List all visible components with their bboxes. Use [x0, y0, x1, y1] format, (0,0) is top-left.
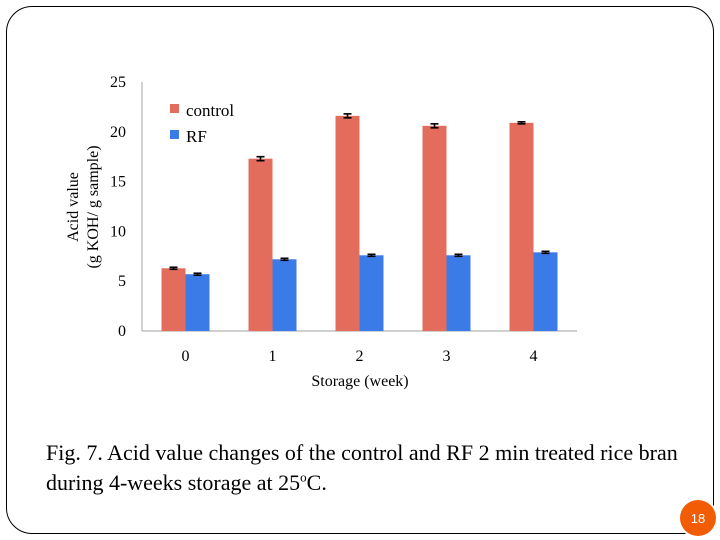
y-axis-ticks: 0 5 10 15 20 25 [110, 74, 126, 340]
legend-swatch-rf [170, 130, 179, 139]
bar-control-week-4 [509, 122, 534, 331]
bar-rf-week-0 [185, 274, 210, 331]
y-tick-label: 25 [110, 74, 126, 91]
y-tick-label: 15 [110, 174, 126, 191]
bar-marks [161, 113, 558, 331]
bar-control-week-3 [422, 125, 447, 331]
x-axis-ticks: 0 1 2 3 4 [182, 348, 538, 365]
bar-control-week-0 [161, 268, 186, 331]
legend-swatch-control [170, 104, 179, 113]
bar-rf-week-4 [533, 252, 558, 331]
x-tick-label: 1 [269, 348, 277, 365]
bar-control-week-2 [335, 115, 360, 331]
caption-text-end: C. [306, 470, 327, 495]
page-number: 18 [690, 510, 706, 526]
x-axis-title: Storage (week) [311, 373, 408, 390]
bar-control-week-1 [248, 158, 273, 331]
acid-value-bar-chart: 0 5 10 15 20 25 0 1 2 3 4 Storage (week) Acid val… [65, 74, 577, 390]
page-number-badge: 18 [680, 500, 716, 536]
x-tick-label: 4 [530, 348, 538, 365]
error-bar-control-week-0 [169, 266, 178, 271]
x-tick-label: 2 [356, 348, 364, 365]
caption-superscript: o [300, 469, 307, 485]
bar-rf-week-3 [446, 255, 471, 331]
bar-rf-week-2 [359, 255, 384, 331]
caption-text: Fig. 7. Acid value changes of the contro… [46, 440, 678, 495]
legend-label-rf: RF [186, 127, 207, 146]
error-bar-control-week-1 [256, 155, 265, 162]
x-tick-label: 0 [182, 348, 190, 365]
error-bar-rf-week-4 [541, 250, 550, 255]
y-axis-title-line2: (g KOH/ g sample) [85, 145, 102, 268]
figure-caption: Fig. 7. Acid value changes of the contro… [46, 438, 686, 498]
slide-frame [6, 6, 714, 534]
y-tick-label: 20 [110, 124, 126, 141]
error-bar-control-week-3 [430, 123, 439, 129]
legend: control RF [170, 101, 234, 146]
y-tick-label: 0 [118, 323, 126, 340]
error-bar-control-week-2 [343, 113, 352, 119]
y-tick-label: 10 [110, 223, 126, 240]
error-bar-rf-week-0 [193, 272, 202, 277]
error-bar-control-week-4 [517, 121, 526, 125]
legend-label-control: control [186, 101, 234, 120]
y-axis-title-line1: Acid value [65, 172, 82, 242]
error-bar-rf-week-2 [367, 253, 376, 258]
error-bar-rf-week-3 [454, 253, 463, 258]
bar-rf-week-1 [272, 259, 297, 331]
y-tick-label: 5 [118, 273, 126, 290]
x-tick-label: 3 [443, 348, 451, 365]
error-bar-rf-week-1 [280, 257, 289, 262]
